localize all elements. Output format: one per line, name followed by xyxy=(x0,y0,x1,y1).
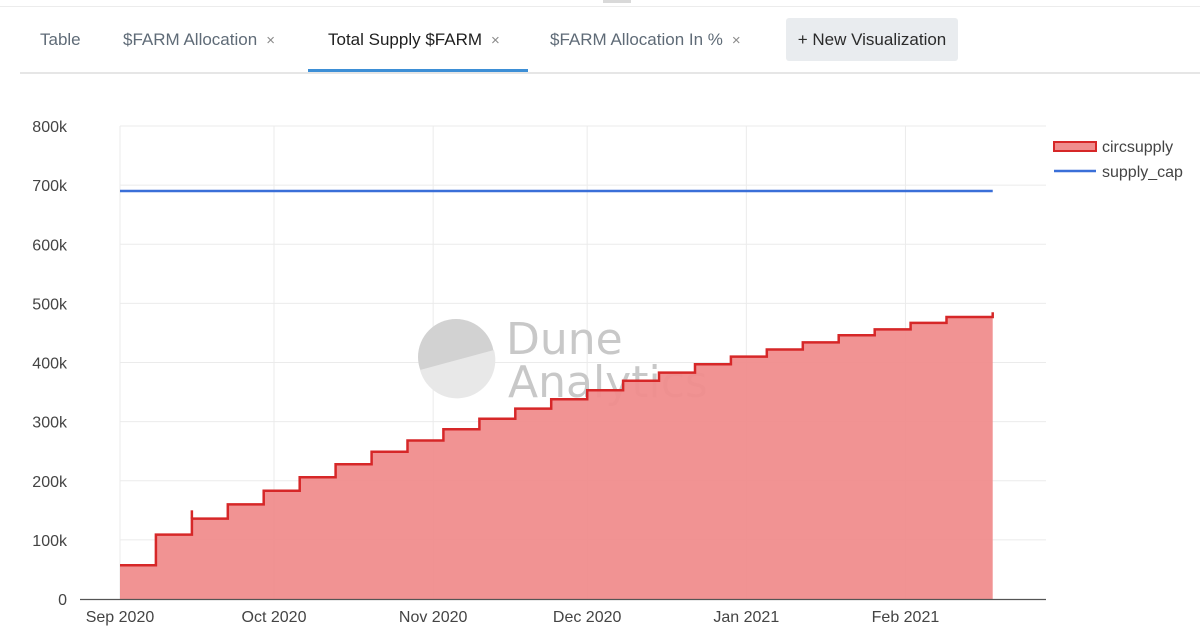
x-tick-label: Nov 2020 xyxy=(399,609,468,626)
y-tick-label: 100k xyxy=(32,533,68,550)
tab-farm-allocation[interactable]: $FARM Allocation × xyxy=(123,18,275,64)
y-tick-label: 800k xyxy=(32,119,68,136)
tab-farm-allocation-percent-label: $FARM Allocation In % xyxy=(550,30,723,49)
tab-farm-allocation-label: $FARM Allocation xyxy=(123,30,258,49)
x-tick-label: Feb 2021 xyxy=(872,609,940,626)
y-tick-label: 500k xyxy=(32,296,68,313)
x-tick-label: Dec 2020 xyxy=(553,609,622,626)
tab-table[interactable]: Table xyxy=(40,18,81,64)
y-tick-label: 600k xyxy=(32,237,68,254)
legend-label-circsupply: circsupply xyxy=(1102,139,1173,156)
tab-total-supply-farm[interactable]: Total Supply $FARM × xyxy=(308,18,528,72)
y-tick-label: 300k xyxy=(32,415,68,432)
y-tick-label: 400k xyxy=(32,356,68,373)
legend-label-supply-cap: supply_cap xyxy=(1102,164,1183,181)
chart-legend: circsupply supply_cap xyxy=(1053,139,1183,181)
close-icon[interactable]: × xyxy=(491,32,500,49)
circsupply-area xyxy=(120,312,993,599)
watermark-line-1: Dune xyxy=(506,314,623,365)
chart-axes: 0 100k 200k 300k 400k 500k 600k 700k 800k Sep 202… xyxy=(32,119,1046,626)
x-tick-label: Jan 2021 xyxy=(713,609,779,626)
y-tick-label: 200k xyxy=(32,474,68,491)
close-icon[interactable]: × xyxy=(731,32,741,49)
close-icon[interactable]: × xyxy=(266,32,275,49)
top-divider xyxy=(0,6,1200,7)
tab-total-supply-farm-label: Total Supply $FARM xyxy=(328,30,483,49)
tab-farm-allocation-percent[interactable]: $FARM Allocation In % × xyxy=(550,18,741,64)
legend-swatch-circsupply xyxy=(1053,141,1097,152)
visualization-tab-bar: Table $FARM Allocation × Total Supply $FA… xyxy=(20,18,1200,74)
new-visualization-button[interactable]: + New Visualization xyxy=(786,18,958,61)
circsupply-line xyxy=(120,312,994,567)
y-tick-label: 0 xyxy=(58,592,67,609)
window-drag-handle[interactable] xyxy=(603,0,631,3)
x-tick-label: Sep 2020 xyxy=(86,609,155,626)
y-tick-label: 700k xyxy=(32,178,68,195)
chart-series xyxy=(120,189,994,599)
tab-table-label: Table xyxy=(40,30,81,49)
dune-logo-icon-highlight xyxy=(420,350,496,399)
x-tick-label: Oct 2020 xyxy=(242,609,307,626)
